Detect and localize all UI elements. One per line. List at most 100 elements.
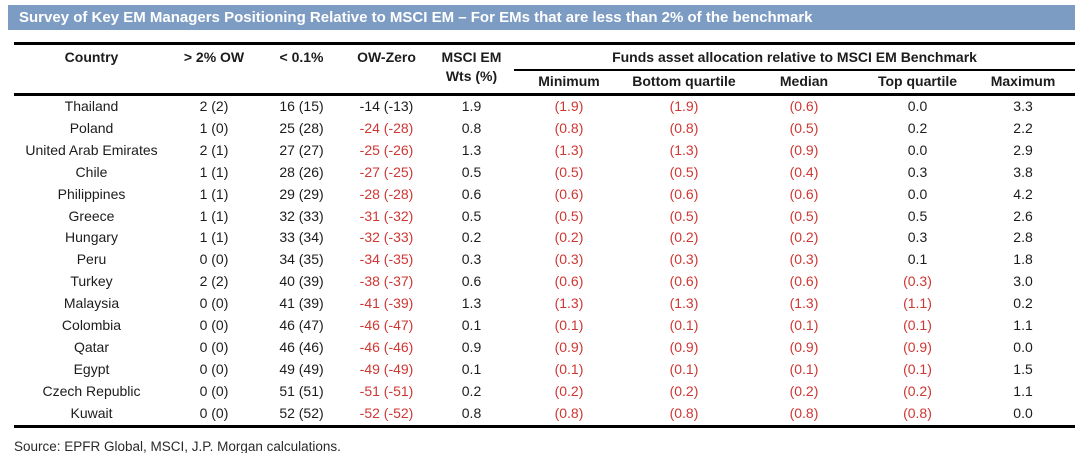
table-row: Turkey 2 (2) 40 (39) -38 (-37) 0.6 (0.6) (0.6)… [14, 271, 1075, 293]
value-cell: 0.6 [461, 273, 482, 290]
value-cell: (1.3) [789, 295, 819, 312]
value-cell: 2 (1) [199, 141, 229, 158]
value-cell: 4.2 [1013, 185, 1033, 202]
value-cell: (1.9) [554, 98, 584, 114]
value-cell: (0.2) [554, 382, 584, 399]
value-cell: 0.2 [461, 229, 482, 246]
value-cell: -52 (-52) [359, 404, 414, 421]
table-row: Poland 1 (0) 25 (28) -24 (-28) 0.8 (0.8) (0.8)… [14, 118, 1075, 140]
value-cell: 41 (39) [279, 295, 324, 312]
value-cell: 0.0 [1013, 338, 1033, 355]
value-cell: (0.8) [554, 404, 584, 421]
value-cell: (0.2) [669, 382, 699, 399]
value-cell: 0.6 [461, 185, 482, 202]
value-cell: 0 (0) [199, 295, 229, 312]
value-cell: 27 (27) [279, 141, 324, 158]
value-cell: (0.6) [789, 273, 819, 290]
value-cell: 0 (0) [199, 382, 229, 399]
value-cell: 0.8 [461, 119, 482, 136]
value-cell: (0.1) [903, 317, 932, 334]
value-cell: -25 (-26) [359, 141, 414, 158]
value-cell: 33 (34) [279, 229, 324, 246]
value-cell: 0 (0) [199, 317, 229, 334]
column-header: Maximum [971, 70, 1076, 96]
value-cell: 0.8 [461, 404, 482, 421]
value-cell: 0.3 [461, 251, 482, 268]
country-cell: Turkey [70, 273, 113, 290]
value-cell: (0.8) [789, 404, 819, 421]
table-header: Country > 2% OW < 0.1% OW-Zero MSCI EM Wts (%… [14, 43, 1076, 96]
table-body: Thailand 2 (2) 16 (15) -14 (-13) 1.9 (1.9) (1.… [14, 95, 1075, 427]
table-row: Thailand 2 (2) 16 (15) -14 (-13) 1.9 (1.9) (1.… [14, 95, 1075, 118]
value-cell: 0.1 [461, 317, 482, 334]
value-cell: 3.8 [1013, 163, 1033, 180]
value-cell: (0.8) [903, 404, 932, 421]
value-cell: -46 (-46) [359, 338, 414, 355]
table-row: Chile 1 (1) 28 (26) -27 (-25) 0.5 (0.5) (0.5) (… [14, 162, 1075, 184]
value-cell: 0.2 [907, 119, 928, 136]
table-row: United Arab Emirates 2 (1) 27 (27) -25 (-26… [14, 140, 1075, 162]
column-header: Minimum [514, 70, 624, 96]
value-cell: -49 (-49) [359, 360, 414, 377]
country-cell: Malaysia [63, 295, 120, 312]
value-cell: -27 (-25) [359, 163, 414, 180]
value-cell: 1 (1) [199, 207, 229, 224]
value-cell: 51 (51) [279, 382, 324, 399]
column-header: Median [744, 70, 864, 96]
value-cell: 32 (33) [279, 207, 324, 224]
country-cell: Hungary [65, 229, 118, 246]
value-cell: -31 (-32) [359, 207, 414, 224]
value-cell: (0.1) [789, 360, 819, 377]
table-row: Colombia 0 (0) 46 (47) -46 (-47) 0.1 (0.1) (0.… [14, 315, 1075, 337]
country-cell: United Arab Emirates [25, 141, 158, 158]
value-cell: (0.1) [903, 360, 932, 377]
value-cell: 25 (28) [279, 119, 324, 136]
country-cell: Kuwait [70, 404, 113, 421]
value-cell: 0.1 [461, 360, 482, 377]
header-row-quartiles: Minimum Bottom quartile Median Top quartile… [14, 70, 1076, 96]
country-cell: Philippines [57, 185, 126, 202]
value-cell: (0.6) [669, 273, 699, 290]
column-header: Bottom quartile [624, 70, 744, 96]
table-row: Hungary 1 (1) 33 (34) -32 (-33) 0.2 (0.2) (0.2… [14, 227, 1075, 249]
column-header: MSCI EM Wts (%) [429, 43, 514, 96]
value-cell: (0.6) [554, 185, 584, 202]
value-cell: -32 (-33) [359, 229, 414, 246]
column-header: < 0.1% [259, 43, 344, 96]
value-cell: 1.3 [461, 141, 482, 158]
value-cell: (0.5) [554, 163, 584, 180]
value-cell: (1.3) [669, 295, 699, 312]
title-bar: Survey of Key EM Managers Positioning Re… [8, 5, 1075, 30]
value-cell: -28 (-28) [359, 185, 414, 202]
group-header: Funds asset allocation relative to MSCI … [514, 43, 1076, 71]
value-cell: (0.9) [554, 338, 584, 355]
page-title: Survey of Key EM Managers Positioning Re… [19, 9, 813, 26]
value-cell: (0.2) [554, 229, 584, 246]
value-cell: (0.6) [669, 185, 699, 202]
value-cell: -41 (-39) [359, 295, 414, 312]
value-cell: 1.1 [1013, 382, 1033, 399]
value-cell: (0.2) [903, 382, 932, 399]
value-cell: 0.5 [907, 207, 928, 224]
value-cell: (0.5) [554, 207, 584, 224]
value-cell: 0.0 [1013, 404, 1033, 421]
table-row: Kuwait 0 (0) 52 (52) -52 (-52) 0.8 (0.8) (0.8)… [14, 403, 1075, 426]
value-cell: (0.8) [669, 404, 699, 421]
value-cell: 40 (39) [279, 273, 324, 290]
value-cell: 0.5 [461, 163, 482, 180]
value-cell: 0.3 [907, 229, 928, 246]
value-cell: 1.8 [1013, 251, 1033, 268]
value-cell: 1.1 [1013, 317, 1033, 334]
value-cell: 52 (52) [279, 404, 324, 421]
value-cell: 2 (2) [199, 98, 229, 114]
value-cell: 0.1 [907, 251, 928, 268]
value-cell: 2.9 [1013, 141, 1033, 158]
value-cell: 2 (2) [199, 273, 229, 290]
value-cell: 34 (35) [279, 251, 324, 268]
value-cell: -34 (-35) [359, 251, 414, 268]
value-cell: (0.5) [789, 207, 819, 224]
value-cell: 3.3 [1013, 98, 1033, 114]
value-cell: 1.3 [461, 295, 482, 312]
table-row: Greece 1 (1) 32 (33) -31 (-32) 0.5 (0.5) (0.5)… [14, 206, 1075, 228]
column-header: > 2% OW [169, 43, 259, 96]
